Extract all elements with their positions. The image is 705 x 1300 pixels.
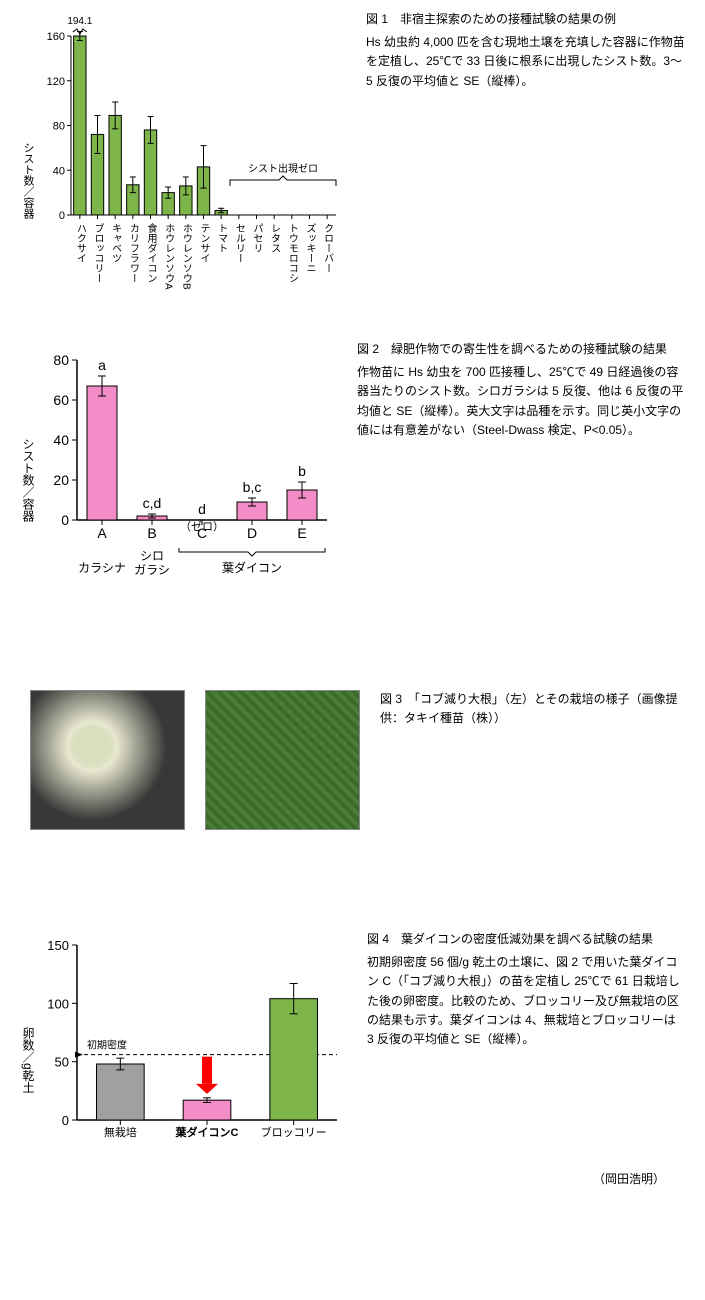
svg-text:20: 20 [53, 472, 69, 488]
svg-text:セルリー: セルリー [233, 223, 245, 263]
svg-text:40: 40 [53, 432, 69, 448]
fig1-caption-body: Hs 幼虫約 4,000 匹を含む現地土壌を充填した容器に作物苗を定植し、25℃… [366, 33, 685, 91]
fig4-caption-title: 図 4 葉ダイコンの密度低減効果を調べる試験の結果 [367, 930, 685, 949]
svg-text:葉ダイコンC: 葉ダイコンC [175, 1125, 239, 1139]
svg-text:シスト出現ゼロ: シスト出現ゼロ [248, 162, 318, 175]
svg-text:C: C [197, 525, 207, 541]
svg-text:c,d: c,d [143, 495, 162, 511]
svg-text:ズッキーニ: ズッキーニ [304, 223, 316, 273]
fig3-photo-right [205, 690, 360, 830]
svg-text:A: A [97, 525, 107, 541]
svg-text:b: b [298, 463, 306, 479]
svg-text:トマト: トマト [216, 223, 227, 253]
svg-text:80: 80 [53, 352, 69, 368]
fig2-chart: 020406080aAc,dBd（ゼロ）Cb,cDbEカラシナシロガラシ葉ダイコ… [37, 340, 337, 590]
svg-text:50: 50 [55, 1055, 69, 1070]
fig3-caption-title: 図 3 「コブ減り大根」（左）とその栽培の様子（画像提供：タキイ種苗（株）） [380, 690, 685, 728]
svg-text:40: 40 [53, 165, 65, 177]
svg-text:ホウレンソウA: ホウレンソウA [163, 223, 175, 290]
svg-text:テンサイ: テンサイ [198, 223, 210, 263]
svg-text:60: 60 [53, 392, 69, 408]
svg-text:食用ダイコン: 食用ダイコン [145, 222, 157, 283]
svg-text:カリフラワー: カリフラワー [127, 223, 138, 283]
fig1-caption-title: 図 1 非宿主探索のための接種試験の結果の例 [366, 10, 685, 29]
svg-text:パセリ: パセリ [251, 223, 263, 253]
svg-text:初期密度: 初期密度 [87, 1039, 127, 1052]
svg-text:160: 160 [47, 31, 65, 43]
svg-text:194.1: 194.1 [67, 16, 92, 27]
fig2-ylabel: シスト数／容器 [20, 340, 37, 590]
svg-text:E: E [297, 525, 306, 541]
svg-text:120: 120 [47, 76, 65, 88]
svg-text:150: 150 [47, 938, 69, 953]
svg-text:ガラシ: ガラシ [134, 563, 170, 577]
fig2-caption-body: 作物苗に Hs 幼虫を 700 匹接種し、25℃で 49 日経過後の容器当たりの… [357, 363, 685, 440]
svg-text:ホウレンソウB: ホウレンソウB [180, 223, 192, 290]
svg-text:ブロッコリー: ブロッコリー [261, 1125, 327, 1139]
fig4-caption-body: 初期卵密度 56 個/g 乾土の土壌に、図 2 で用いた葉ダイコン C（「コブ減… [367, 953, 685, 1049]
svg-text:カラシナ: カラシナ [78, 561, 126, 575]
fig4-chart: 0 50 100 150 初期密度無栽培 葉ダイコンC ブロッコリー [37, 930, 347, 1150]
svg-text:0: 0 [61, 512, 69, 528]
svg-text:B: B [147, 525, 156, 541]
author: （岡田浩明） [0, 1160, 705, 1217]
svg-text:トウモロコシ: トウモロコシ [286, 223, 297, 283]
fig3-photo-left [30, 690, 185, 830]
svg-text:0: 0 [62, 1113, 69, 1128]
fig1-chart: 04080120160ハクサイブロッコリーキャベツカリフラワー食用ダイコンホウレ… [36, 10, 346, 300]
svg-text:クローバー: クローバー [322, 223, 334, 273]
svg-text:d: d [198, 501, 206, 517]
svg-text:D: D [247, 525, 257, 541]
fig2-caption-title: 図 2 緑肥作物での寄生性を調べるための接種試験の結果 [357, 340, 685, 359]
svg-text:葉ダイコン: 葉ダイコン [222, 560, 282, 575]
svg-text:ブロッコリー: ブロッコリー [92, 222, 103, 283]
svg-text:b,c: b,c [243, 479, 262, 495]
svg-text:0: 0 [59, 210, 65, 222]
svg-text:シロ: シロ [140, 549, 164, 563]
svg-text:無栽培: 無栽培 [104, 1125, 137, 1139]
svg-text:レタス: レタス [269, 223, 281, 253]
svg-text:a: a [98, 357, 106, 373]
fig4-ylabel: 卵数／g乾土 [20, 930, 37, 1150]
svg-text:キャベツ: キャベツ [110, 223, 122, 263]
svg-text:100: 100 [47, 996, 69, 1011]
fig1-ylabel: シスト数／容器 [20, 10, 36, 300]
svg-text:ハクサイ: ハクサイ [74, 223, 86, 263]
svg-text:80: 80 [53, 121, 65, 133]
